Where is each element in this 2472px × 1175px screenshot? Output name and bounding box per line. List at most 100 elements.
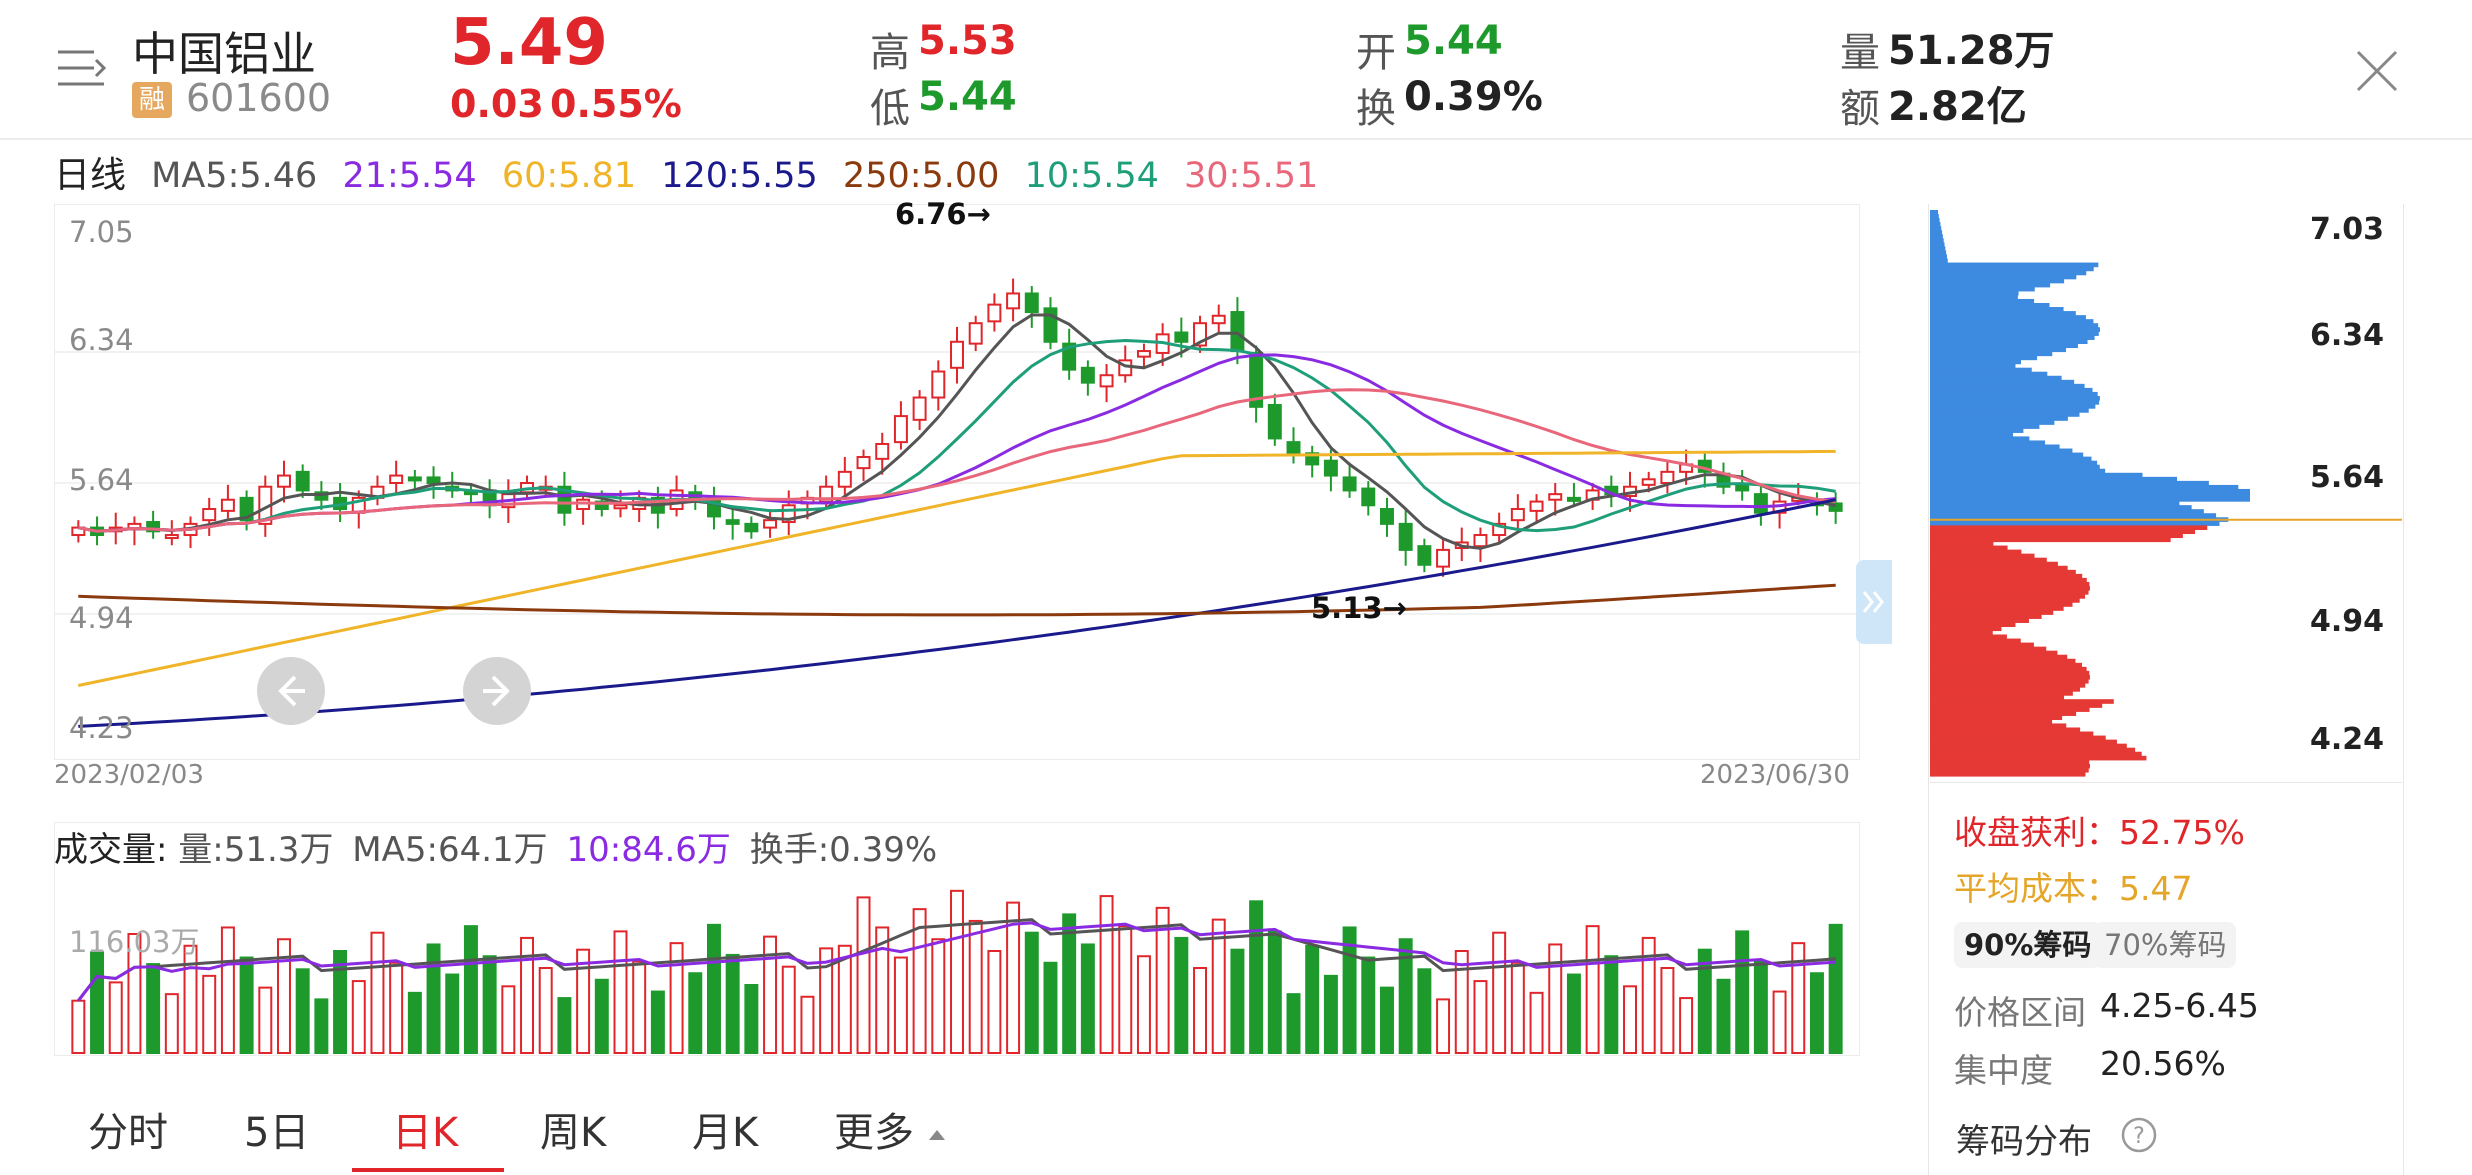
candle-up [1436,548,1451,568]
volume-bar-up [389,961,404,1054]
chip-bar-loss [1930,355,2038,361]
candle-up [1492,522,1507,537]
next-button[interactable] [463,657,531,725]
tab-intraday[interactable]: 分时 [88,1110,168,1156]
candle-up [968,322,983,345]
chip-price-label-2: 6.34 [2309,318,2384,353]
candle-down [1080,366,1095,384]
volume-bar-down [1174,936,1189,1054]
high-value: 5.53 [918,18,1017,64]
header-divider [0,138,2472,140]
candle-down [557,485,572,514]
chip-bar-profit [1930,585,2090,591]
chip-bar-loss [1930,416,2068,421]
candle-down [1566,496,1581,502]
chip-bar-loss [1930,484,2239,490]
chip-bar-loss [1930,302,2050,308]
candle-up [1136,350,1151,358]
chip-bar-loss [1930,375,2062,381]
prev-button[interactable] [257,657,325,725]
volume-bar-up [71,999,86,1054]
chip-price-label-3: 5.64 [2309,460,2384,495]
chip-bar-profit [1930,707,2090,712]
candle-down [426,476,441,485]
volume-bar-up [220,926,235,1054]
candle-down [1379,508,1394,525]
chip-bar-profit [1930,658,2076,664]
chip-bar-loss [1930,290,2019,296]
expand-chip-panel-button[interactable] [1856,560,1892,644]
candle-up [931,370,946,399]
candle-down [1267,403,1282,440]
price-chart[interactable]: 7.05 6.34 5.64 4.94 4.23 6.76→ 5.13→ [54,197,1861,760]
y-label-4: 4.94 [69,601,134,635]
tab-chip-90[interactable]: 90%筹码 [1954,922,2102,968]
candle-down [407,476,422,482]
chip-bar-profit [1930,666,2087,672]
tab-daily-k[interactable]: 日K [392,1110,459,1156]
close-button[interactable] [2354,48,2400,94]
candle-down [1398,522,1413,551]
chip-bar-loss [1930,347,2067,353]
volume-bar-up [183,944,198,1054]
help-button[interactable]: ? [2120,1116,2158,1154]
chip-bar-profit [1930,634,2007,640]
chip-bar-profit [1930,537,2171,543]
volume-bar-up [1660,967,1675,1054]
chip-bar-loss [1930,327,2100,332]
profit-ratio: 收盘获利：52.75% [1954,813,2245,852]
arrow-right-icon [483,675,510,707]
tab-monthly-k[interactable]: 月K [692,1110,759,1156]
volume-bar-up [1006,901,1021,1054]
tab-chip-70[interactable]: 70%筹码 [2094,922,2237,968]
chip-bar-profit [1930,602,2073,607]
chip-bar-profit [1930,529,2196,535]
caret-up-icon [928,1130,945,1140]
amount-value: 2.82亿 [1888,84,2027,130]
volume-bar-up [1436,998,1451,1054]
chip-bar-profit [1930,553,2035,559]
volume-chart[interactable]: 116.03万 [54,822,1860,1056]
candle-up [1211,314,1226,325]
candle-down [239,496,254,522]
ma5-line [78,313,1837,550]
volume-bar-down [333,950,348,1054]
chip-bar-profit [1930,747,2136,753]
volume-bar-down [1566,973,1581,1055]
volume-bar-down [688,972,703,1055]
candle-up [1193,322,1208,347]
turnover-value: 0.39% [1404,74,1543,120]
volume-bar-up [1641,936,1656,1054]
chip-bar-loss [1930,412,2080,417]
chip-bar-loss [1930,343,2078,349]
active-tab-indicator [352,1168,504,1172]
price-range-label: 价格区间 [1954,993,2086,1032]
chip-bar-loss [1930,266,2094,272]
candle-up [1548,493,1563,501]
chip-bar-loss [1930,408,2089,413]
chip-bar-loss [1930,472,2143,478]
volume-bar-down [314,998,329,1054]
chip-bar-profit [1930,606,2064,611]
chip-price-label-1: 7.03 [2309,212,2384,247]
chip-bar-loss [1930,387,2093,393]
ma250-line [78,583,1836,617]
menu-button[interactable] [54,46,108,90]
volume-bar-up [763,935,778,1054]
chip-bar-profit [1930,565,2068,571]
tab-weekly-k[interactable]: 周K [540,1110,607,1156]
volume-bar-up [538,967,553,1054]
candle-up [987,303,1002,323]
tab-5day[interactable]: 5日 [244,1110,310,1156]
volume-bar-down [1604,955,1619,1055]
chip-bar-profit [1930,545,2008,551]
volume-bar-up [669,942,684,1054]
tab-more[interactable]: 更多 [834,1100,947,1158]
volume-bar-up [258,986,273,1054]
chip-bar-profit [1930,581,2090,587]
volume-bar-up [1492,931,1507,1054]
volume-bar-down [1342,926,1357,1054]
chip-bar-profit [1930,561,2058,567]
volume-bar-up [1454,950,1469,1054]
chip-bar-profit [1930,691,2073,696]
